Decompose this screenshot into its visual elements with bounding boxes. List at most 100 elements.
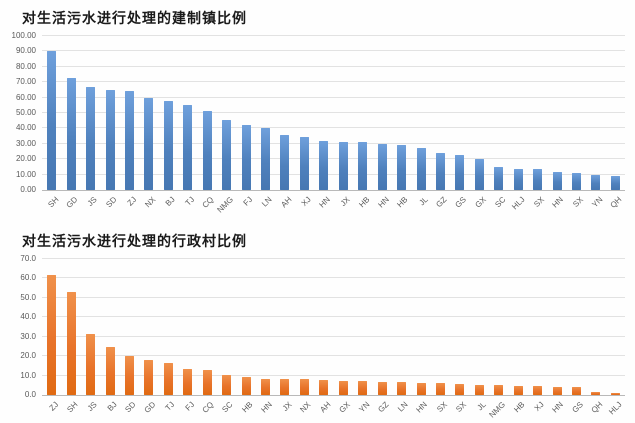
- gridline: [42, 316, 625, 318]
- bar-slot: [489, 36, 508, 190]
- bar-hn-11: [261, 378, 271, 395]
- bar-hlj-29: [610, 393, 620, 395]
- x-tick-slot: FJ: [178, 396, 197, 423]
- bar-xj-13: [299, 136, 309, 190]
- bar-sd-4: [124, 356, 134, 395]
- towns-chart-body: 100.00 90.00 80.00 70.00 60.00 50.00 40.00 30.0…: [6, 32, 625, 221]
- bar-js-2: [86, 333, 96, 395]
- bar-slot: [372, 259, 391, 395]
- bar-slot: [314, 259, 333, 395]
- bar-ah-14: [319, 380, 329, 395]
- bar-slot: [256, 36, 275, 190]
- x-tick-label: SH: [65, 400, 80, 415]
- x-axis: ZJ SH JS BJ SD GD TJ FJ CQ SC HB HN JX NX AH GX YN GZ LN HN…: [42, 396, 625, 423]
- bar-ln-11: [261, 127, 271, 190]
- bar-gx-15: [338, 381, 348, 395]
- x-tick-label: HB: [512, 400, 527, 415]
- bar-jl-22: [474, 385, 484, 395]
- bar-sx-20: [435, 383, 445, 395]
- x-tick-label: LN: [396, 400, 410, 414]
- bar-slot: [334, 36, 353, 190]
- bar-cq-8: [202, 369, 212, 395]
- x-tick-slot: FJ: [236, 191, 255, 221]
- bar-slot: [275, 259, 294, 395]
- y-tick-label: 0.0: [24, 390, 36, 399]
- x-tick-label: HN: [414, 400, 430, 415]
- bar-slot: [392, 259, 411, 395]
- x-tick-label: NX: [142, 195, 158, 210]
- x-tick-slot: HN: [372, 191, 391, 221]
- bar-hb-24: [513, 386, 523, 395]
- x-tick-slot: HN: [547, 191, 566, 221]
- x-tick-slot: XJ: [528, 396, 547, 423]
- bar-sc-9: [222, 374, 232, 395]
- bar-slot: [81, 36, 100, 190]
- gridline: [42, 335, 625, 337]
- x-tick-label: LN: [260, 195, 274, 209]
- y-tick-label: 90.00: [15, 46, 36, 56]
- bar-slot: [334, 259, 353, 395]
- x-tick-slot: HLJ: [509, 191, 528, 221]
- bar-slot: [547, 36, 566, 190]
- bar-xj-25: [533, 386, 543, 395]
- x-tick-label: AH: [317, 400, 333, 415]
- bar-gs-27: [572, 387, 582, 395]
- x-tick-label: HB: [356, 195, 372, 210]
- bar-slot: [217, 259, 236, 395]
- x-tick-slot: HB: [236, 396, 255, 423]
- bar-bj-6: [163, 101, 173, 190]
- towns-sewage-chart: 对生活污水进行处理的建制镇比例 100.00 90.00 80.00 70.00 60.…: [6, 8, 625, 221]
- x-tick-slot: GD: [139, 396, 158, 423]
- bar-slot: [120, 36, 139, 190]
- x-tick-label: SD: [104, 195, 119, 210]
- y-tick-label: 60.0: [20, 273, 36, 283]
- bar-sh-0: [47, 51, 57, 190]
- y-axis: 70.0 60.0 50.0 40.0 30.0 20.0 10.0 0.0: [6, 255, 42, 399]
- x-tick-slot: SH: [61, 396, 80, 423]
- x-tick-slot: HB: [509, 396, 528, 423]
- plot-area: [42, 35, 625, 191]
- y-tick-label: 10.0: [20, 370, 36, 380]
- x-tick-label: SX: [532, 195, 546, 209]
- y-tick-label: 30.0: [20, 331, 36, 341]
- bar-slot: [236, 259, 255, 395]
- bar-slot: [509, 259, 528, 395]
- x-tick-label: NMG: [215, 195, 235, 215]
- y-tick-label: 20.0: [20, 351, 36, 361]
- x-tick-label: JL: [475, 400, 488, 413]
- bar-slot: [217, 36, 236, 190]
- x-tick-label: HN: [375, 195, 391, 210]
- bar-slot: [198, 36, 217, 190]
- villages-sewage-chart: 对生活污水进行处理的行政村比例 70.0 60.0 50.0 40.0 30.0 20.0…: [6, 231, 625, 423]
- x-tick-slot: JX: [275, 396, 294, 423]
- bar-slot: [42, 36, 61, 190]
- bar-slot: [470, 36, 489, 190]
- bar-tj-7: [183, 104, 193, 190]
- y-tick-label: 0.00: [20, 185, 36, 194]
- bar-sh-1: [66, 292, 76, 395]
- bar-slot: [586, 36, 605, 190]
- bar-slot: [353, 36, 372, 190]
- x-tick-label: FJ: [241, 195, 255, 208]
- x-tick-label: HN: [550, 195, 566, 210]
- x-tick-slot: JS: [81, 191, 100, 221]
- bar-gx-22: [474, 159, 484, 190]
- bar-sx-27: [572, 173, 582, 190]
- y-tick-label: 20.00: [15, 154, 36, 164]
- x-tick-label: NX: [298, 400, 313, 415]
- bar-sx-21: [455, 384, 465, 395]
- bar-hn-17: [377, 143, 387, 190]
- bar-slot: [450, 259, 469, 395]
- y-tick-label: 30.00: [15, 138, 36, 148]
- x-tick-label: SX: [570, 195, 585, 209]
- x-tick-label: GD: [142, 400, 158, 415]
- x-tick-label: HLJ: [510, 195, 527, 212]
- bar-slot: [236, 36, 255, 190]
- bar-qh-28: [591, 391, 601, 395]
- x-tick-slot: GZ: [431, 191, 450, 221]
- x-tick-label: GS: [453, 195, 469, 210]
- y-tick-label: 40.0: [20, 312, 36, 322]
- x-tick-label: GX: [473, 195, 488, 210]
- x-tick-slot: BJ: [100, 396, 119, 423]
- x-tick-slot: AH: [314, 396, 333, 423]
